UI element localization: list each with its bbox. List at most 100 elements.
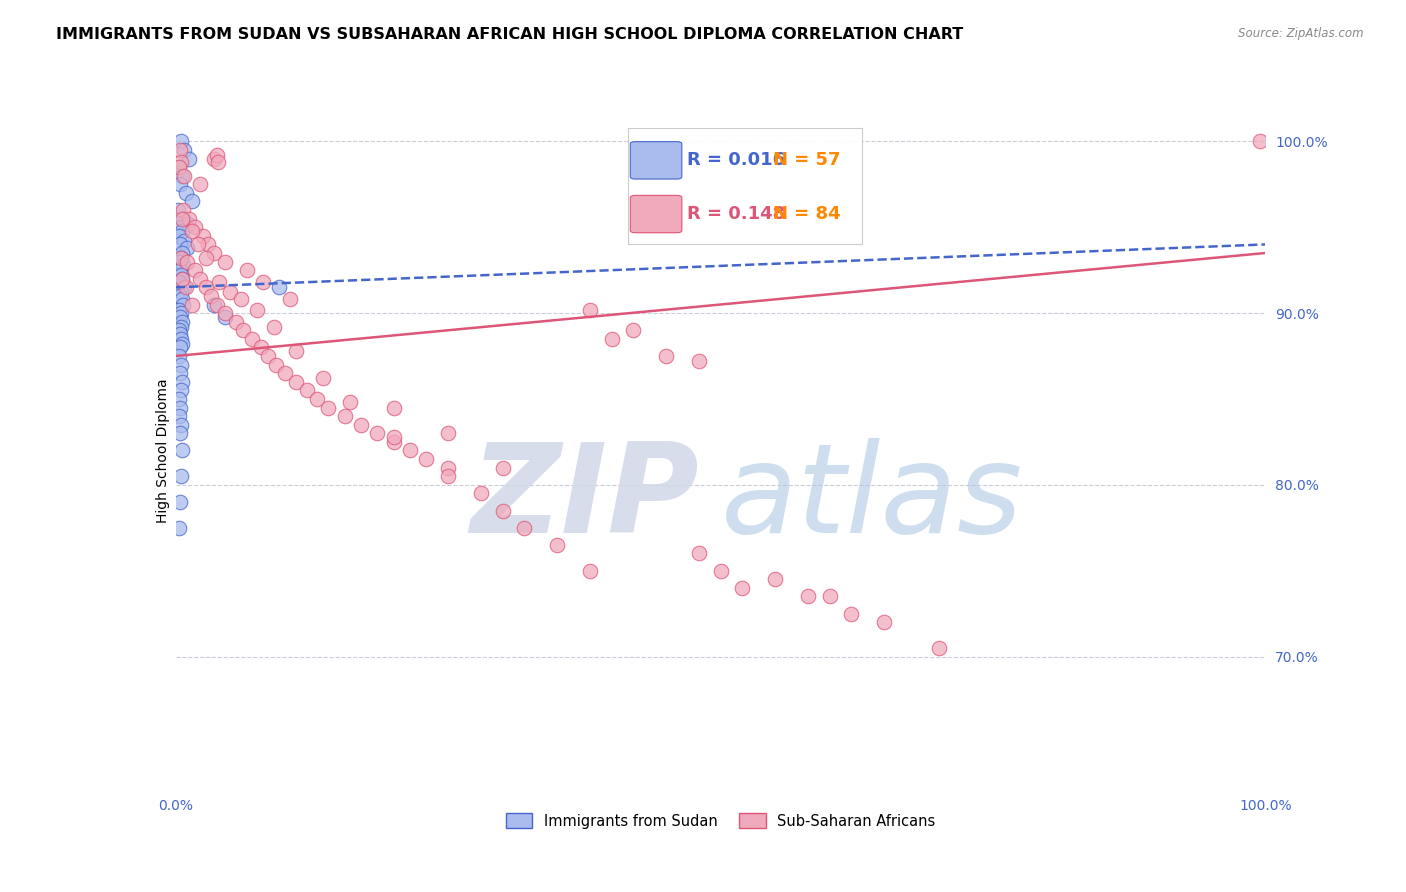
Point (207, 155, 229, 169)
Point (318, 401, 340, 415)
Point (172, 202, 194, 217)
Point (169, 310, 191, 324)
Point (205, 297, 228, 311)
Point (167, 392, 190, 406)
Point (169, 237, 191, 252)
Point (184, 263, 207, 277)
Point (176, 254, 198, 268)
Point (197, 237, 219, 252)
Point (173, 234, 195, 248)
Point (492, 503, 515, 517)
Point (263, 319, 285, 334)
Point (170, 134, 193, 148)
Point (186, 237, 209, 252)
Point (307, 392, 329, 406)
Point (177, 211, 200, 226)
Point (399, 443, 422, 458)
Point (169, 143, 191, 157)
Point (284, 343, 307, 358)
Point (172, 443, 194, 458)
Point (170, 469, 193, 483)
Point (339, 395, 361, 409)
Point (202, 297, 225, 311)
Point (797, 590, 820, 604)
Point (172, 211, 194, 226)
Point (873, 615, 896, 630)
Point (382, 401, 405, 415)
Point (174, 280, 197, 294)
Point (191, 228, 214, 243)
Point (202, 152, 225, 166)
Point (928, 640, 950, 655)
Point (170, 220, 193, 235)
Point (167, 521, 190, 535)
FancyBboxPatch shape (630, 142, 682, 179)
Point (181, 297, 204, 311)
Point (170, 155, 193, 169)
Point (181, 194, 204, 209)
Point (763, 572, 786, 586)
Point (284, 375, 307, 389)
Point (170, 384, 193, 398)
Point (600, 332, 623, 346)
Point (655, 349, 678, 363)
Point (188, 271, 211, 285)
Point (731, 581, 754, 595)
Point (240, 332, 263, 346)
Point (172, 315, 194, 329)
Text: ZIP: ZIP (470, 438, 699, 559)
Point (579, 302, 602, 317)
Point (170, 306, 193, 320)
Point (169, 263, 191, 277)
Point (382, 434, 405, 449)
Point (225, 315, 247, 329)
Point (169, 326, 191, 341)
Point (274, 366, 297, 380)
Point (172, 169, 194, 183)
Point (173, 143, 195, 157)
Point (172, 375, 194, 389)
Point (415, 452, 437, 467)
Text: IMMIGRANTS FROM SUDAN VS SUBSAHARAN AFRICAN HIGH SCHOOL DIPLOMA CORRELATION CHAR: IMMIGRANTS FROM SUDAN VS SUBSAHARAN AFRI… (56, 27, 963, 42)
Point (177, 152, 200, 166)
Point (246, 302, 269, 317)
Text: R = 0.016: R = 0.016 (686, 152, 785, 169)
Text: R = 0.148: R = 0.148 (686, 205, 785, 223)
Point (172, 258, 194, 272)
Y-axis label: High School Diploma: High School Diploma (156, 378, 170, 523)
Point (170, 417, 193, 432)
Point (188, 178, 211, 192)
Point (167, 228, 190, 243)
Point (437, 426, 460, 441)
Point (1249, 134, 1271, 148)
Point (688, 546, 710, 560)
Point (546, 538, 568, 552)
Point (167, 160, 190, 174)
Point (214, 310, 236, 324)
Point (172, 211, 194, 226)
Point (841, 607, 863, 621)
Point (219, 285, 242, 300)
Point (170, 358, 193, 372)
Point (350, 417, 373, 432)
Point (172, 271, 194, 285)
Point (177, 217, 200, 231)
Point (232, 323, 254, 337)
Point (172, 297, 194, 311)
Point (688, 354, 710, 368)
Point (172, 337, 194, 351)
Point (205, 148, 228, 162)
Point (202, 246, 225, 260)
Point (167, 349, 190, 363)
Point (167, 323, 190, 337)
Point (176, 241, 198, 255)
Point (200, 289, 222, 303)
Point (167, 160, 190, 174)
Point (167, 275, 190, 289)
Point (579, 564, 602, 578)
Point (366, 426, 388, 441)
Point (470, 486, 492, 500)
Point (195, 280, 218, 294)
Point (173, 169, 195, 183)
Point (195, 251, 218, 265)
